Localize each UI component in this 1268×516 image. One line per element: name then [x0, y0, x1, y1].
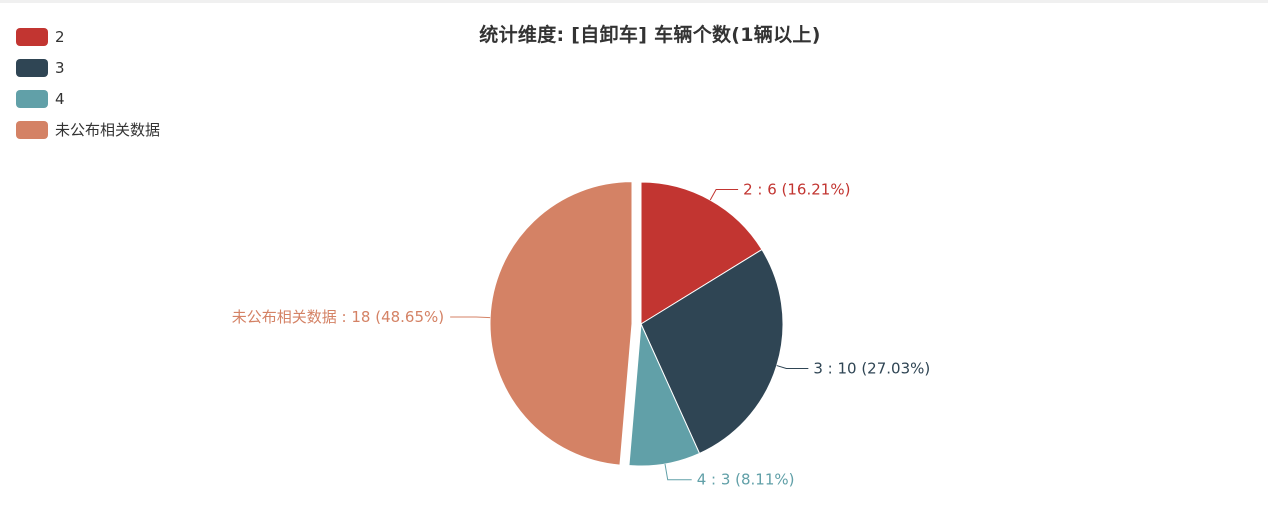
slice-label-4: 未公布相关数据 : 18 (48.65%) — [232, 308, 444, 326]
slice-label-2: 3 : 10 (27.03%) — [813, 360, 930, 378]
leader-line-1 — [709, 189, 739, 201]
legend-label: 3 — [55, 58, 65, 77]
legend-swatch — [16, 120, 48, 139]
leader-line-2 — [776, 365, 809, 370]
legend-swatch — [16, 89, 48, 108]
pie-slice-3[interactable] — [628, 322, 701, 467]
pie-slice-4[interactable] — [489, 181, 633, 466]
legend-label: 2 — [55, 27, 65, 46]
legend-swatch — [16, 58, 48, 77]
legend-item-unpublished[interactable]: 未公布相关数据 — [16, 114, 160, 145]
legend-item-3[interactable]: 3 — [16, 52, 160, 83]
leader-line-3 — [664, 463, 692, 481]
chart-title: 统计维度: [自卸车] 车辆个数(1辆以上) — [479, 24, 821, 46]
chart-legend: 2 3 4 未公布相关数据 — [16, 21, 160, 145]
legend-swatch — [16, 27, 48, 46]
leader-line-4 — [450, 316, 491, 319]
slice-label-3: 4 : 3 (8.11%) — [697, 471, 795, 489]
pie-slice-1[interactable] — [640, 181, 763, 325]
legend-item-2[interactable]: 2 — [16, 21, 160, 52]
top-divider — [0, 0, 1268, 3]
slice-label-1: 2 : 6 (16.21%) — [743, 181, 850, 199]
legend-label: 未公布相关数据 — [55, 121, 161, 139]
legend-label: 4 — [55, 89, 65, 108]
legend-item-4[interactable]: 4 — [16, 83, 160, 114]
